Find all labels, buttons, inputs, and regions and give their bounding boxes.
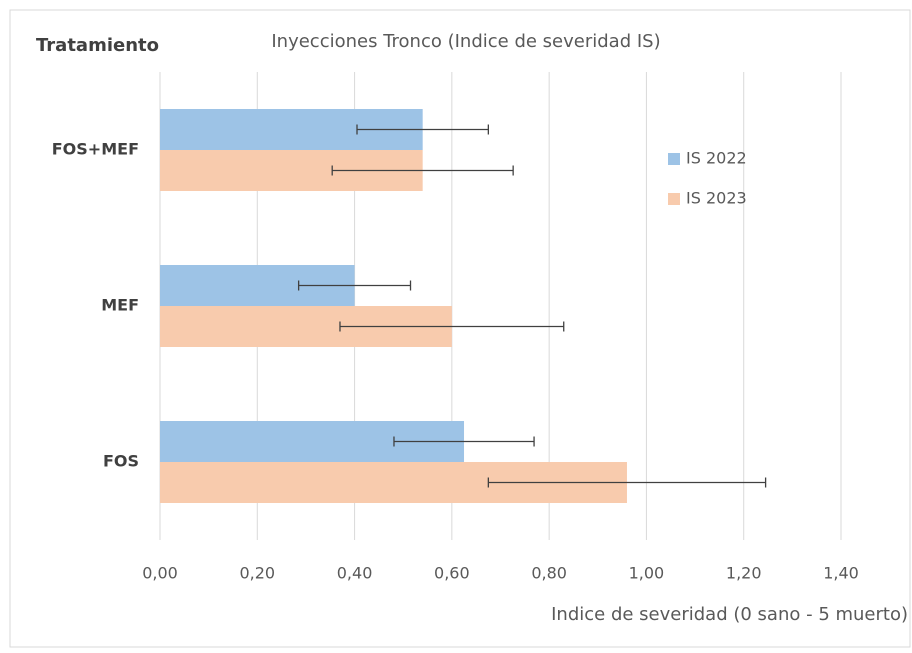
error-bar	[297, 280, 412, 291]
x-tick-label: 1,00	[629, 564, 665, 583]
error-bar	[339, 321, 565, 332]
error-bar	[331, 165, 514, 176]
legend-swatch	[668, 193, 680, 205]
legend-swatch	[668, 153, 680, 165]
y-tick-label: MEF	[101, 296, 139, 315]
x-axis-title: Indice de severidad (0 sano - 5 muerto)	[551, 604, 908, 625]
x-tick-label: 0,60	[434, 564, 470, 583]
legend-label: IS 2022	[686, 149, 747, 168]
y-tick-label: FOS+MEF	[52, 140, 139, 159]
x-tick-label: 0,40	[337, 564, 373, 583]
error-bar	[356, 124, 489, 135]
error-bar	[487, 477, 767, 488]
y-tick-label: FOS	[103, 452, 139, 471]
y-axis-title: Tratamiento	[36, 35, 159, 56]
error-bar	[393, 436, 535, 447]
chart-title: Inyecciones Tronco (Indice de severidad …	[271, 31, 660, 52]
legend-label: IS 2023	[686, 189, 747, 208]
x-tick-label: 0,20	[239, 564, 275, 583]
chart-border	[9, 9, 911, 648]
x-tick-label: 1,20	[726, 564, 762, 583]
x-tick-label: 0,80	[531, 564, 567, 583]
x-tick-label: 0,00	[142, 564, 178, 583]
x-tick-label: 1,40	[823, 564, 859, 583]
